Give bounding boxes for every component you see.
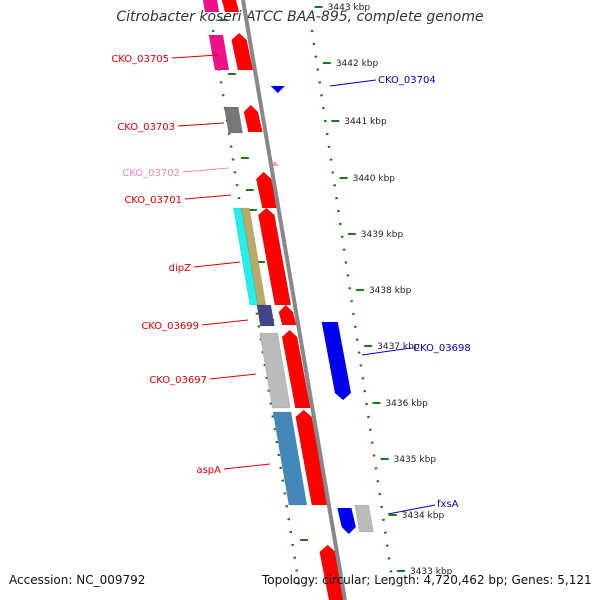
label-leader-line <box>171 54 219 59</box>
label-leader-line <box>182 167 230 173</box>
label-leader-line <box>184 194 232 200</box>
genome-summary: Topology: circular; Length: 4,720,462 bp… <box>262 573 592 587</box>
gene-label: CKO_03704 <box>378 75 436 86</box>
scale-tick-label: 3440 kbp <box>353 174 396 184</box>
outer-guide-line <box>310 29 396 593</box>
reverse-gene-box <box>336 507 357 535</box>
forward-gene-box <box>278 304 297 326</box>
gene-features <box>202 0 374 600</box>
gene-label: dipZ <box>169 263 191 274</box>
gene-label: CKO_03697 <box>149 375 207 386</box>
scale-tick-label: 3438 kbp <box>369 286 412 296</box>
category-box <box>208 34 230 71</box>
forward-gene-box <box>231 32 254 71</box>
gene-label: CKO_03702 <box>122 168 180 179</box>
scale-tick-label: 3441 kbp <box>344 117 387 127</box>
forward-gene-box <box>281 329 311 409</box>
label-leader-line <box>387 504 436 515</box>
gene-label: CKO_03698 <box>413 343 471 354</box>
forward-gene-box <box>258 207 292 306</box>
backbone <box>241 0 347 600</box>
accession-text: Accession: NC_009792 <box>9 573 146 587</box>
label-leader-line <box>177 122 225 127</box>
scale-tick-label: 3443 kbp <box>328 3 371 13</box>
gene-label: CKO_03701 <box>124 195 182 206</box>
forward-gene-box <box>221 0 240 13</box>
label-leader-line <box>329 79 377 87</box>
gene-labels: CKO_03705 CKO_03704 CKO_03703 CKO_03702 CKO_… <box>111 54 471 515</box>
gene-label: aspA <box>196 465 221 476</box>
category-box <box>256 304 275 327</box>
gene-label: CKO_03699 <box>141 321 199 332</box>
reverse-gene-box <box>269 85 286 94</box>
category-box <box>223 106 243 134</box>
label-leader-line <box>201 319 249 326</box>
category-box <box>272 411 308 506</box>
gene-label: CKO_03705 <box>111 54 169 65</box>
category-box <box>354 504 374 533</box>
scale-tick-label: 3439 kbp <box>361 230 404 240</box>
scale-tick-label: 3437 kbp <box>377 342 420 352</box>
scale-tick-label: 3436 kbp <box>385 399 428 409</box>
scale-tick-label: 3434 kbp <box>402 511 445 521</box>
label-leader-line <box>361 347 412 356</box>
map-title: Citrobacter koseri ATCC BAA-895, complet… <box>116 9 484 25</box>
reverse-gene-box <box>321 321 352 401</box>
category-box <box>259 332 291 409</box>
forward-gene-box <box>243 104 263 133</box>
backbone-line <box>241 0 347 600</box>
scale-tick-label: 3433 kbp <box>410 567 453 577</box>
label-leader-line <box>209 373 257 380</box>
label-leader-line <box>193 261 241 268</box>
scale-ticks: 3443 kbp 3442 kbp 3441 kbp 3440 kbp 3439 kbp… <box>314 3 453 577</box>
label-leader-line <box>223 463 271 470</box>
gene-label: CKO_03703 <box>117 122 175 133</box>
scale-tick-label: 3442 kbp <box>336 59 379 69</box>
category-box <box>202 0 220 13</box>
scale-tick-label: 3435 kbp <box>394 455 437 465</box>
gene-label: fxsA <box>437 499 459 510</box>
